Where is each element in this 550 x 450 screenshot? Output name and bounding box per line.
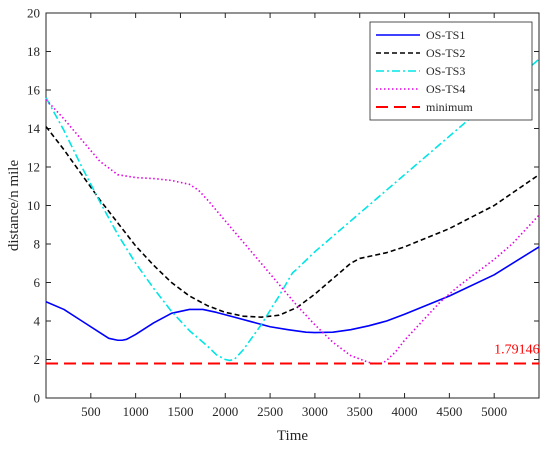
- legend: OS-TS1 OS-TS2 OS-TS3 OS-TS4 minimum: [369, 21, 533, 121]
- y-tick-label: 4: [34, 314, 41, 329]
- x-tick-label: 2500: [257, 404, 283, 419]
- y-tick-label: 2: [34, 352, 41, 367]
- legend-entry-label: OS-TS2: [426, 46, 465, 60]
- legend-entry-label: OS-TS4: [426, 82, 465, 96]
- y-tick-label: 0: [34, 391, 41, 406]
- x-tick-label: 1000: [123, 404, 149, 419]
- y-tick-label: 20: [27, 6, 40, 21]
- x-tick-label: 1500: [167, 404, 193, 419]
- x-tick-label: 5000: [481, 404, 507, 419]
- series-line-os-ts3: [45, 58, 540, 362]
- annotation-label: 1.79146: [494, 343, 540, 358]
- y-tick-label: 8: [34, 237, 41, 252]
- y-tick-label: 18: [27, 44, 40, 59]
- legend-entry-label: OS-TS3: [426, 64, 465, 78]
- series-layer: [45, 58, 540, 365]
- annotation-layer: 1.79146: [494, 343, 540, 358]
- y-tick-label: 12: [27, 160, 40, 175]
- legend-entry-label: OS-TS1: [426, 28, 465, 42]
- x-tick-label: 4500: [436, 404, 462, 419]
- series-line-os-ts1: [45, 246, 540, 342]
- x-tick-label: 3000: [302, 404, 328, 419]
- x-tick-label: 2000: [212, 404, 238, 419]
- legend-entry-label: minimum: [426, 100, 473, 114]
- y-axis-label: distance/n mile: [6, 160, 22, 252]
- series-line-os-ts2: [45, 126, 540, 318]
- x-tick-label: 500: [81, 404, 101, 419]
- y-tick-label: 14: [27, 121, 41, 136]
- x-axis-label: Time: [277, 428, 308, 444]
- y-tick-label: 10: [27, 198, 40, 213]
- y-tick-label: 6: [34, 275, 41, 290]
- series-line-os-ts4: [45, 99, 540, 365]
- y-tick-label: 16: [27, 83, 41, 98]
- x-tick-label: 4000: [392, 404, 418, 419]
- x-tick-label: 3500: [347, 404, 373, 419]
